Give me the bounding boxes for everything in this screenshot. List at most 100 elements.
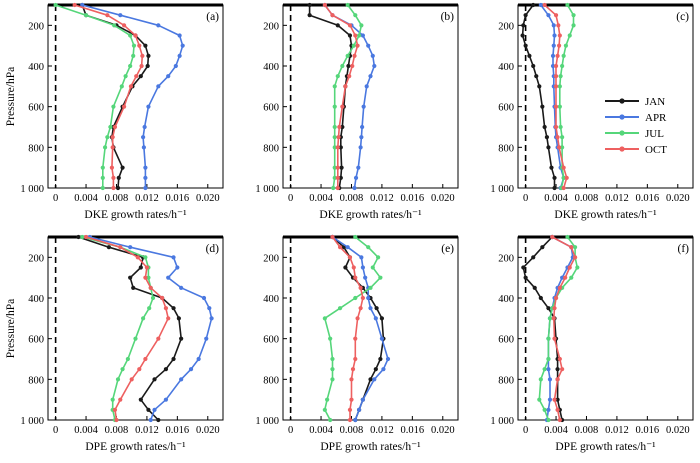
data-point xyxy=(540,245,545,250)
data-point xyxy=(558,124,563,130)
data-point xyxy=(353,295,358,301)
data-point xyxy=(307,2,312,8)
data-point xyxy=(350,367,356,372)
data-point xyxy=(116,175,121,180)
data-point xyxy=(332,135,337,140)
data-point xyxy=(359,135,364,140)
data-point xyxy=(556,145,562,150)
data-point xyxy=(572,245,578,250)
data-point xyxy=(561,175,566,180)
data-point xyxy=(368,306,373,311)
series-oct xyxy=(72,2,145,191)
data-point xyxy=(555,407,560,412)
series-jul xyxy=(331,2,364,191)
data-point xyxy=(340,124,345,130)
series-line-oct xyxy=(331,236,364,420)
data-point xyxy=(152,377,157,382)
data-point xyxy=(560,275,565,280)
series-line-jul xyxy=(323,236,382,421)
data-point xyxy=(330,356,335,362)
data-point xyxy=(137,367,142,372)
x-tick-label: 0.016 xyxy=(636,193,660,204)
data-point xyxy=(115,185,121,191)
data-point xyxy=(546,145,551,150)
data-point xyxy=(128,275,133,280)
data-point xyxy=(110,135,115,140)
data-point xyxy=(563,43,569,48)
data-point xyxy=(179,285,184,290)
data-point xyxy=(534,74,539,79)
plot-frame xyxy=(282,4,459,189)
data-point xyxy=(330,234,335,240)
series-jan xyxy=(307,2,354,191)
data-point xyxy=(105,135,110,140)
data-point xyxy=(83,234,89,240)
data-point xyxy=(556,43,562,48)
plot-frame xyxy=(517,236,694,421)
data-point xyxy=(537,397,542,402)
data-point xyxy=(156,23,161,28)
data-point xyxy=(352,53,357,58)
data-point xyxy=(361,104,366,109)
data-point xyxy=(549,165,554,170)
data-point xyxy=(553,124,559,130)
data-point xyxy=(176,316,181,321)
data-point xyxy=(80,2,85,8)
data-point xyxy=(364,84,369,89)
data-point xyxy=(143,175,148,180)
data-point xyxy=(557,417,562,423)
panel-tag: (c) xyxy=(676,11,689,23)
data-point xyxy=(360,295,365,301)
x-tick-label: 0 xyxy=(53,193,58,204)
data-point xyxy=(557,84,562,89)
data-point xyxy=(378,275,383,280)
series-line-jul xyxy=(81,236,154,421)
data-point xyxy=(332,165,337,170)
data-point xyxy=(540,104,545,109)
data-point xyxy=(553,13,559,18)
panel-tag: (d) xyxy=(206,243,220,255)
data-point xyxy=(552,175,557,180)
data-point xyxy=(335,165,340,170)
data-point xyxy=(143,43,148,48)
data-point xyxy=(347,255,353,260)
legend: JAN APR JUL OCT xyxy=(605,96,667,156)
x-tick-label: 0.008 xyxy=(105,193,129,204)
data-point xyxy=(146,275,151,280)
x-tick-label: 0.008 xyxy=(575,193,599,204)
x-tick-label: 0.004 xyxy=(74,425,98,436)
data-point xyxy=(546,356,551,362)
data-point xyxy=(53,2,58,8)
data-point xyxy=(148,417,153,423)
data-point xyxy=(546,417,551,423)
data-point xyxy=(347,417,353,423)
data-point xyxy=(128,245,133,250)
series-line-jul xyxy=(55,4,135,188)
series-apr xyxy=(87,234,214,423)
x-tick-label: 0.008 xyxy=(575,425,599,436)
x-tick-label: 0.020 xyxy=(431,193,455,204)
data-point xyxy=(560,145,565,150)
data-point xyxy=(340,63,345,69)
data-point xyxy=(143,275,148,280)
data-point xyxy=(546,306,551,311)
x-tick-label: 0.012 xyxy=(370,425,394,436)
data-point xyxy=(328,336,333,341)
data-point xyxy=(550,53,556,58)
data-point xyxy=(555,135,560,140)
data-point xyxy=(156,336,161,341)
data-point xyxy=(521,23,526,28)
data-point xyxy=(123,74,128,79)
data-point xyxy=(366,43,371,48)
y-tick-label: 400 xyxy=(263,62,279,73)
legend-swatch-marker xyxy=(619,130,625,136)
data-point xyxy=(572,255,578,260)
data-point xyxy=(345,53,350,58)
legend-item-jul: JUL xyxy=(605,128,664,140)
data-point xyxy=(557,356,562,362)
data-point xyxy=(560,63,565,69)
data-point xyxy=(340,104,345,109)
data-point xyxy=(373,367,378,372)
data-point xyxy=(112,407,118,412)
